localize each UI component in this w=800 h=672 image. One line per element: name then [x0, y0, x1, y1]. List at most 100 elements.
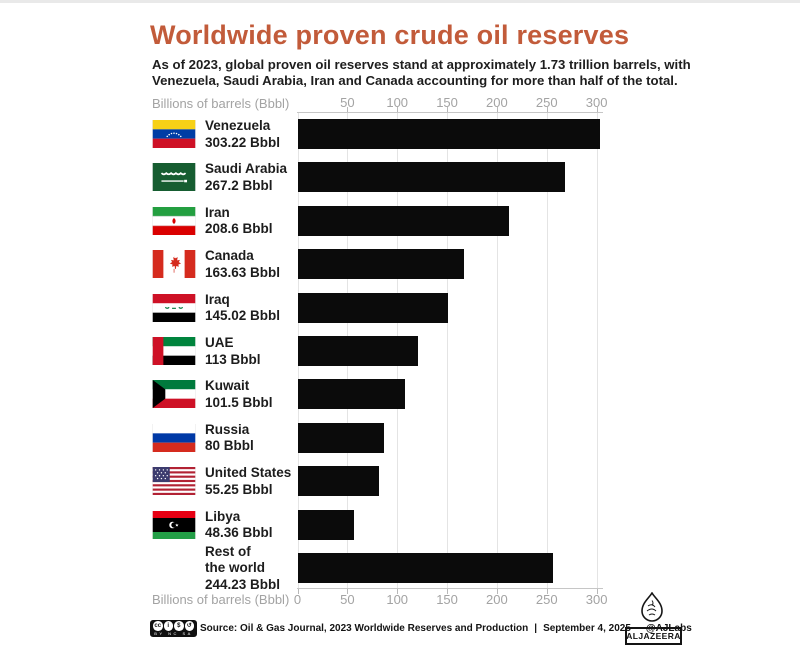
page-title: Worldwide proven crude oil reserves	[150, 20, 630, 50]
chart-subtitle: As of 2023, global proven oil reserves s…	[152, 57, 697, 89]
country-value: 55.25 Bbbl	[205, 481, 273, 497]
tick-label-100: 100	[386, 95, 409, 110]
row-label-rest-of-world: Rest of the world 244.23 Bbbl	[205, 544, 305, 594]
bar-uae	[298, 336, 418, 366]
row-label-russia: Russia 80 Bbbl	[205, 422, 305, 455]
country-name: Libya	[205, 508, 241, 524]
venezuela-flag	[152, 120, 196, 148]
russia-flag	[152, 423, 196, 452]
united-states-flag	[152, 467, 196, 496]
bar-canada	[298, 249, 464, 280]
canada-flag	[152, 250, 196, 279]
tick-mark-0	[297, 589, 299, 594]
gridline-250	[546, 113, 548, 588]
tick-mark-300	[596, 589, 598, 594]
tick-mark-100	[397, 589, 399, 594]
libya-flag	[152, 510, 196, 539]
cc-icon: cc	[153, 621, 163, 631]
row-label-saudi-arabia: Saudi Arabia 267.2 Bbbl	[205, 161, 305, 194]
subtitle-line-2: Venezuela, Saudi Arabia, Iran and Canada…	[152, 73, 678, 88]
bar-rest-of-world	[298, 553, 554, 583]
gridline-200	[496, 113, 498, 588]
cc-license-icons: cc i $ ↺	[153, 621, 194, 631]
footer-date: September 4, 2025	[543, 623, 631, 634]
tick-mark-200	[496, 107, 498, 112]
gridline-150	[447, 113, 449, 588]
bottom-axis-line	[297, 588, 603, 589]
country-value: 267.2 Bbbl	[205, 177, 273, 193]
top-axis-line	[297, 112, 603, 113]
tick-label-0: 0	[293, 592, 302, 607]
tick-mark-300	[596, 107, 598, 112]
tick-mark-50	[347, 107, 349, 112]
aljazeera-flame-logo-icon	[639, 591, 665, 624]
country-name: United States	[205, 465, 292, 481]
country-value: 48.36 Bbbl	[205, 525, 273, 541]
bar-venezuela	[298, 119, 601, 149]
tick-label-150: 150	[436, 592, 458, 607]
attribution-icon: i	[163, 621, 173, 631]
tick-mark-200	[496, 589, 498, 594]
bar-russia	[298, 422, 384, 453]
cc-license-letters: BY NC SA	[154, 631, 193, 636]
country-name: the world	[205, 560, 265, 575]
noncommercial-icon: $	[174, 621, 184, 631]
country-name: Saudi Arabia	[205, 161, 288, 177]
row-label-kuwait: Kuwait 101.5 Bbbl	[205, 378, 305, 411]
country-name: UAE	[205, 335, 234, 350]
row-label-uae: UAE 113 Bbbl	[205, 335, 305, 368]
tick-label-250: 250	[535, 592, 558, 607]
iran-flag	[152, 206, 196, 235]
country-value: 80 Bbbl	[205, 438, 254, 454]
tick-label-50: 50	[340, 95, 355, 110]
country-name: Iran	[205, 204, 230, 220]
tick-label-50: 50	[340, 592, 355, 607]
uae-flag	[152, 337, 196, 365]
bar-iraq	[298, 292, 448, 323]
tick-mark-250	[546, 589, 548, 594]
tick-mark-150	[447, 107, 449, 112]
country-name: Kuwait	[205, 378, 250, 394]
country-value: 163.63 Bbbl	[205, 264, 281, 280]
sharealike-icon: ↺	[184, 621, 194, 631]
country-name: Canada	[205, 248, 254, 264]
saudi-arabia-flag	[152, 163, 196, 192]
row-label-united-states: United States 55.25 Bbbl	[205, 465, 305, 498]
country-name: Iraq	[205, 291, 230, 307]
tick-mark-150	[447, 589, 449, 594]
tick-label-100: 100	[386, 592, 409, 607]
top-edge-divider	[0, 0, 800, 3]
tick-label-300: 300	[585, 592, 608, 607]
tick-label-200: 200	[486, 592, 508, 607]
tick-label-300: 300	[585, 95, 608, 110]
row-label-libya: Libya 48.36 Bbbl	[205, 509, 305, 542]
tick-label-250: 250	[535, 95, 558, 110]
bar-kuwait	[298, 379, 405, 410]
country-name: Russia	[205, 421, 250, 437]
country-value: 145.02 Bbbl	[205, 308, 281, 324]
bar-saudi-arabia	[298, 162, 566, 193]
bottom-axis-label: Billions of barrels (Bbbl)	[152, 592, 290, 607]
source-text: Source: Oil & Gas Journal, 2023 Worldwid…	[200, 623, 529, 634]
tick-label-200: 200	[486, 95, 508, 110]
creative-commons-badge: cc i $ ↺ BY NC SA	[150, 620, 197, 637]
country-value: 208.6 Bbbl	[205, 221, 273, 237]
country-name: Rest of	[205, 543, 251, 559]
country-value: 101.5 Bbbl	[205, 394, 273, 410]
iraq-flag	[152, 293, 196, 322]
footer-credit: Source: Oil & Gas Journal, 2023 Worldwid…	[200, 623, 692, 634]
tick-mark-100	[397, 107, 399, 112]
footer-separator: |	[534, 623, 538, 634]
tick-mark-50	[347, 589, 349, 594]
bar-libya	[298, 509, 354, 540]
row-label-iraq: Iraq 145.02 Bbbl	[205, 292, 305, 325]
row-label-venezuela: Venezuela 303.22 Bbbl	[205, 118, 305, 151]
row-label-iran: Iran 208.6 Bbbl	[205, 205, 305, 238]
kuwait-flag	[152, 380, 196, 409]
tick-label-150: 150	[436, 95, 458, 110]
country-value: 113 Bbbl	[205, 351, 261, 367]
tick-mark-250	[546, 107, 548, 112]
row-label-canada: Canada 163.63 Bbbl	[205, 248, 305, 281]
top-axis-label: Billions of barrels (Bbbl)	[152, 96, 290, 111]
